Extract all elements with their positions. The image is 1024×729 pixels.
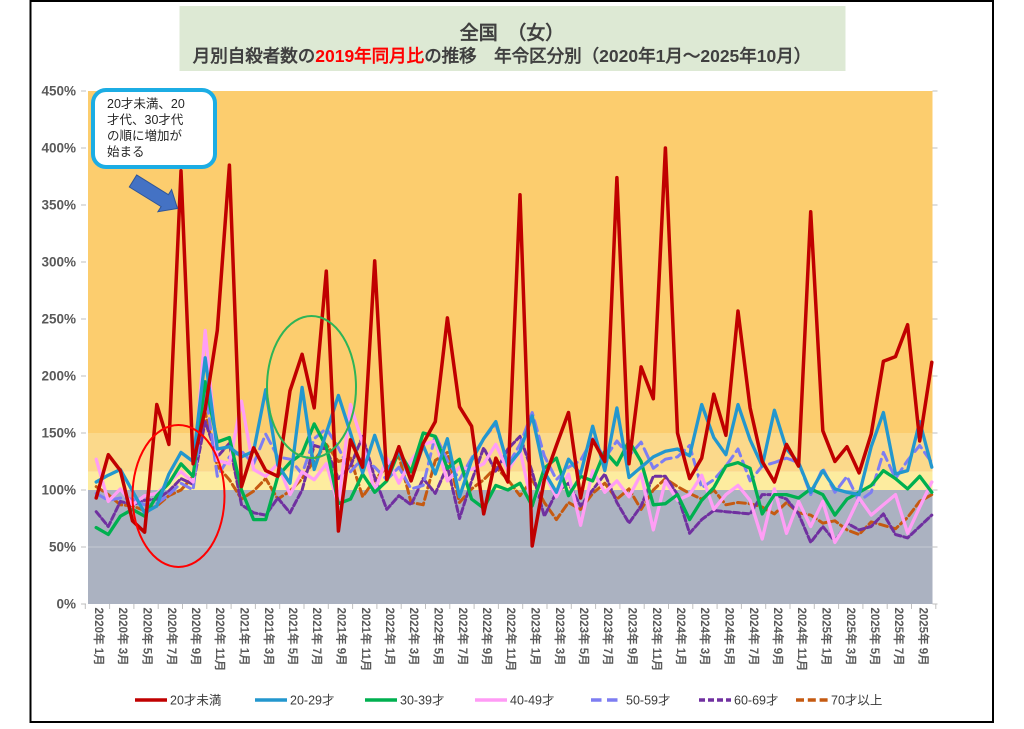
svg-text:450%: 450% — [41, 84, 76, 99]
svg-text:400%: 400% — [41, 141, 76, 156]
svg-text:2022年 9月: 2022年 9月 — [480, 608, 494, 666]
svg-text:2025年 9月: 2025年 9月 — [917, 608, 931, 666]
svg-text:350%: 350% — [41, 198, 76, 213]
svg-text:2023年 9月: 2023年 9月 — [626, 608, 640, 666]
svg-text:2021年 5月: 2021年 5月 — [286, 608, 300, 666]
svg-text:70才以上: 70才以上 — [831, 694, 882, 708]
svg-text:2021年 3月: 2021年 3月 — [262, 608, 276, 666]
svg-text:20-29才: 20-29才 — [290, 694, 334, 708]
svg-text:2022年 5月: 2022年 5月 — [432, 608, 446, 666]
svg-text:2022年 11月: 2022年 11月 — [504, 608, 518, 672]
svg-text:2020年 7月: 2020年 7月 — [165, 608, 179, 666]
svg-text:2020年 11月: 2020年 11月 — [213, 608, 227, 672]
svg-text:始まる: 始まる — [107, 145, 145, 159]
svg-text:2022年 1月: 2022年 1月 — [383, 608, 397, 666]
svg-text:2025年 7月: 2025年 7月 — [892, 608, 906, 666]
svg-text:2025年 1月: 2025年 1月 — [820, 608, 834, 666]
svg-text:0%: 0% — [56, 597, 76, 612]
svg-text:2023年 5月: 2023年 5月 — [577, 608, 591, 666]
svg-text:2020年 9月: 2020年 9月 — [189, 608, 203, 666]
svg-text:2024年 9月: 2024年 9月 — [771, 608, 785, 666]
svg-text:50%: 50% — [49, 540, 76, 555]
svg-text:2021年 7月: 2021年 7月 — [310, 608, 324, 666]
svg-text:40-49才: 40-49才 — [510, 694, 554, 708]
svg-text:60-69才: 60-69才 — [734, 694, 778, 708]
svg-text:2023年 1月: 2023年 1月 — [529, 608, 543, 666]
svg-text:100%: 100% — [41, 483, 76, 498]
svg-text:2021年 9月: 2021年 9月 — [335, 608, 349, 666]
svg-text:2023年 3月: 2023年 3月 — [553, 608, 567, 666]
svg-text:20才未満: 20才未満 — [170, 694, 221, 708]
svg-text:2021年 11月: 2021年 11月 — [359, 608, 373, 672]
svg-text:2024年 3月: 2024年 3月 — [698, 608, 712, 666]
svg-text:才代、30才代: 才代、30才代 — [107, 113, 184, 127]
svg-text:200%: 200% — [41, 369, 76, 384]
svg-text:2023年 7月: 2023年 7月 — [601, 608, 615, 666]
svg-text:20才未満、20: 20才未満、20 — [107, 97, 185, 111]
svg-text:2021年 1月: 2021年 1月 — [238, 608, 252, 666]
svg-text:2024年 11月: 2024年 11月 — [795, 608, 809, 672]
svg-text:30-39才: 30-39才 — [400, 694, 444, 708]
svg-text:2022年 7月: 2022年 7月 — [456, 608, 470, 666]
svg-text:300%: 300% — [41, 255, 76, 270]
svg-text:2020年 1月: 2020年 1月 — [92, 608, 106, 666]
svg-text:全国 （女）: 全国 （女） — [460, 21, 565, 44]
svg-text:2024年 1月: 2024年 1月 — [674, 608, 688, 666]
svg-text:月別自殺者数の2019年同月比の推移 年令区分別（2020年: 月別自殺者数の2019年同月比の推移 年令区分別（2020年1月～2025年10… — [192, 46, 812, 66]
svg-text:250%: 250% — [41, 312, 76, 327]
svg-text:2020年 3月: 2020年 3月 — [116, 608, 130, 666]
svg-text:50-59才: 50-59才 — [626, 694, 670, 708]
svg-text:の順に増加が: の順に増加が — [107, 128, 183, 143]
svg-text:2025年 3月: 2025年 3月 — [844, 608, 858, 666]
svg-text:2024年 5月: 2024年 5月 — [723, 608, 737, 666]
svg-text:2020年 5月: 2020年 5月 — [141, 608, 155, 666]
svg-text:150%: 150% — [41, 426, 76, 441]
svg-text:2025年 5月: 2025年 5月 — [868, 608, 882, 666]
svg-text:2023年 11月: 2023年 11月 — [650, 608, 664, 672]
svg-text:2024年 7月: 2024年 7月 — [747, 608, 761, 666]
svg-text:2022年 3月: 2022年 3月 — [407, 608, 421, 666]
